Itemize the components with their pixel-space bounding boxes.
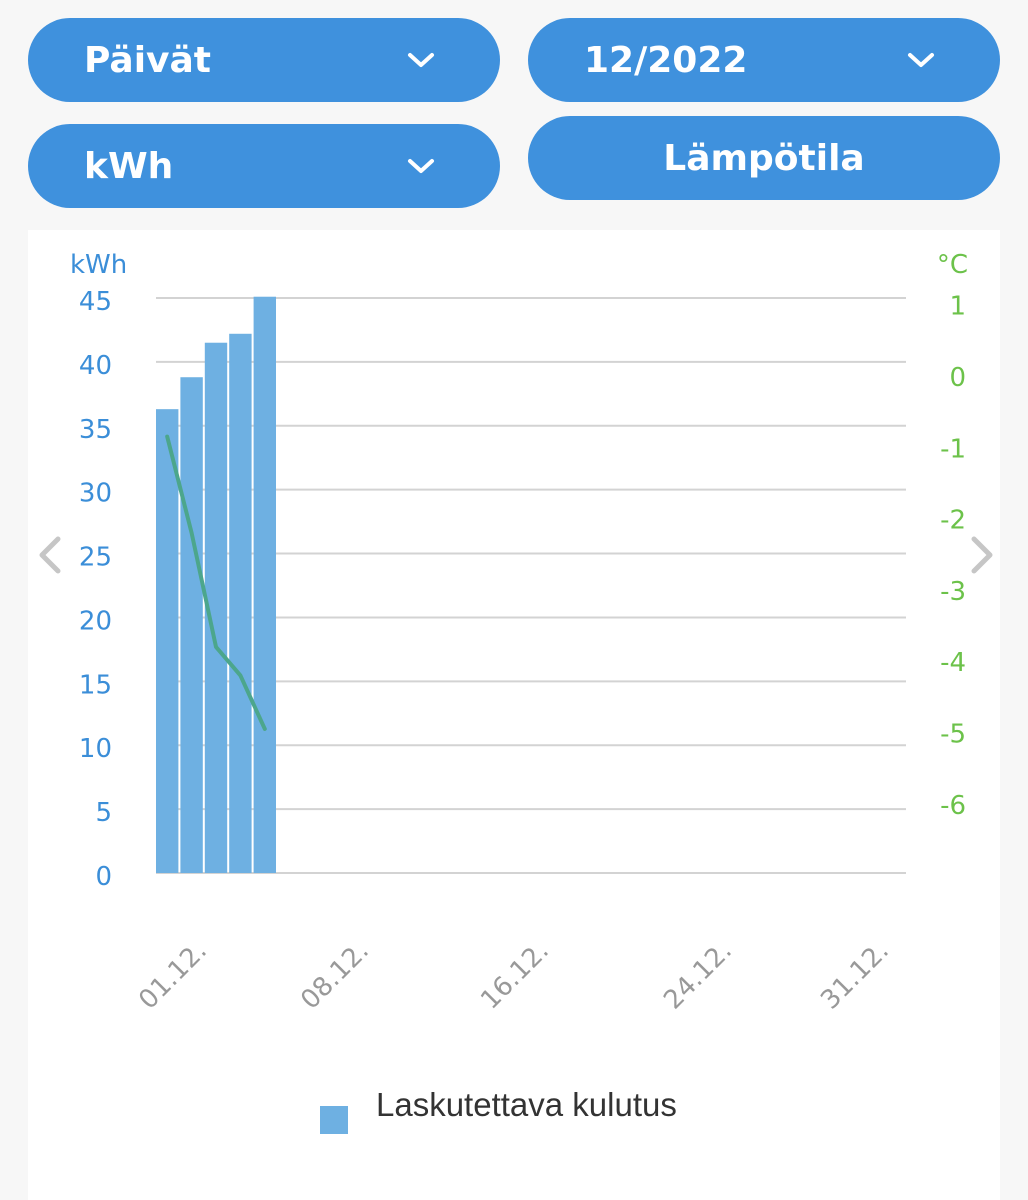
chevron-left-icon[interactable] <box>30 525 70 585</box>
right-axis-title: °C <box>937 250 968 280</box>
left-axis-tick-label: 35 <box>79 415 112 445</box>
left-axis-tick-label: 0 <box>95 862 112 892</box>
left-axis-tick-label: 40 <box>79 351 112 381</box>
temperature-button-label: Lämpötila <box>663 137 865 179</box>
bar <box>180 377 203 873</box>
right-axis-tick-label: -4 <box>940 648 966 678</box>
month-select[interactable]: 12/2022 <box>528 18 1000 102</box>
left-axis-title: kWh <box>70 250 127 280</box>
left-axis-tick-label: 25 <box>79 543 112 573</box>
left-axis-tick-label: 5 <box>95 798 112 828</box>
bar <box>204 342 228 873</box>
right-axis-tick-label: 1 <box>949 292 966 322</box>
right-axis-tick-label: -1 <box>940 434 966 464</box>
temperature-button[interactable]: Lämpötila <box>528 116 1000 200</box>
x-axis-tick-label: 16.12. <box>475 936 555 1016</box>
temperature-line <box>165 434 267 731</box>
unit-select-label: kWh <box>84 145 174 187</box>
chevron-down-icon <box>408 159 434 173</box>
period-select-label: Päivät <box>84 39 212 81</box>
right-axis-tick-label: -2 <box>940 506 966 536</box>
x-axis-tick-label: 08.12. <box>295 936 375 1016</box>
left-axis-tick-label: 10 <box>79 734 112 764</box>
period-select[interactable]: Päivät <box>28 18 500 102</box>
x-axis-tick-label: 31.12. <box>815 936 895 1016</box>
left-axis-tick-label: 30 <box>79 479 112 509</box>
chevron-right-icon[interactable] <box>962 525 1002 585</box>
bar <box>229 333 252 873</box>
x-axis-tick-label: 24.12. <box>658 936 738 1016</box>
x-axis-tick-label: 01.12. <box>133 936 213 1016</box>
chevron-down-icon <box>408 53 434 67</box>
left-axis-tick-label: 15 <box>79 670 112 700</box>
chevron-down-icon <box>908 53 934 67</box>
right-axis-tick-label: -5 <box>940 720 966 750</box>
month-select-label: 12/2022 <box>584 39 748 81</box>
bar <box>156 409 179 873</box>
left-axis-tick-label: 45 <box>79 287 112 317</box>
right-axis-tick-label: 0 <box>949 363 966 393</box>
legend-label: Laskutettava kulutus <box>376 1086 677 1123</box>
chart-legend: Laskutettava kulutus <box>320 1080 677 1140</box>
left-axis-tick-label: 20 <box>79 606 112 636</box>
unit-select[interactable]: kWh <box>28 124 500 208</box>
right-axis-tick-label: -6 <box>940 791 966 821</box>
right-axis-tick-label: -3 <box>940 577 966 607</box>
bar <box>253 296 276 873</box>
legend-swatch <box>320 1106 348 1134</box>
